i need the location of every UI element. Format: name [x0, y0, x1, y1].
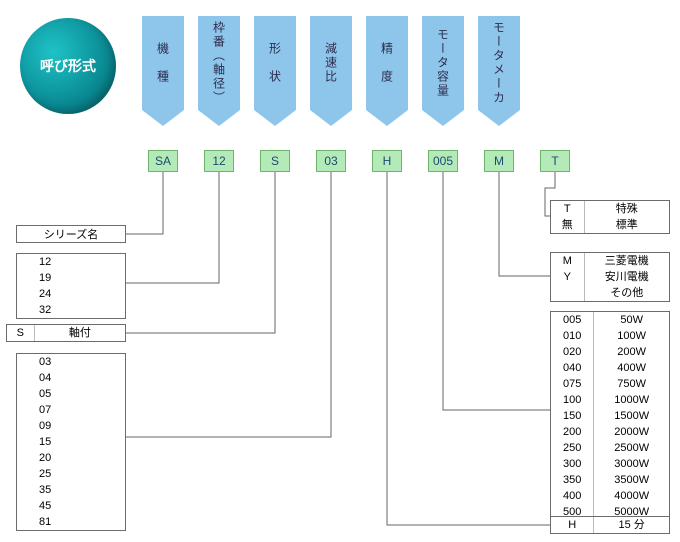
- table-code: T: [551, 201, 585, 217]
- header-arrow: 機 種: [142, 16, 184, 110]
- table-value: 2500W: [594, 440, 669, 456]
- table-value: 50W: [594, 312, 669, 328]
- list-item: 07: [17, 402, 125, 418]
- table-code: 400: [551, 488, 594, 504]
- table-code: [551, 285, 585, 301]
- table-code: 200: [551, 424, 594, 440]
- list-item: 03: [17, 354, 125, 370]
- code-box: M: [484, 150, 514, 172]
- maker-m-table: M三菱電機Y安川電機その他: [550, 252, 670, 302]
- list-item: 12: [17, 254, 125, 270]
- table-value: 100W: [594, 328, 669, 344]
- circle-label: 呼び形式: [40, 56, 96, 76]
- list-item: 24: [17, 286, 125, 302]
- table-value: 特殊: [585, 201, 669, 217]
- header-arrow-label: 形 状: [267, 42, 284, 84]
- shape-code: S: [7, 325, 35, 341]
- table-code: 150: [551, 408, 594, 424]
- series-label-box: シリーズ名: [16, 225, 126, 243]
- table-code: 100: [551, 392, 594, 408]
- table-code: 350: [551, 472, 594, 488]
- list-item: 32: [17, 302, 125, 318]
- list-item: 35: [17, 482, 125, 498]
- table-code: 040: [551, 360, 594, 376]
- table-value: 400W: [594, 360, 669, 376]
- header-arrow: 精 度: [366, 16, 408, 110]
- maker-t-table: T特殊無標準: [550, 200, 670, 234]
- precision-code: H: [551, 517, 594, 533]
- table-value: 1500W: [594, 408, 669, 424]
- list-item: 05: [17, 386, 125, 402]
- header-arrow: 形 状: [254, 16, 296, 110]
- header-arrow-label: モータメーカ: [491, 21, 508, 105]
- header-arrow-label: モータ容量: [435, 28, 452, 98]
- header-arrow: 減速比: [310, 16, 352, 110]
- header-arrow-label: 精 度: [379, 42, 396, 84]
- table-value: その他: [585, 285, 669, 301]
- header-arrow: 枠番（軸径）: [198, 16, 240, 110]
- wattage-table: 00550W010100W020200W040400W075750W100100…: [550, 311, 670, 521]
- list-item: 45: [17, 498, 125, 514]
- header-arrow-label: 減速比: [323, 42, 340, 84]
- table-value: 三菱電機: [585, 253, 669, 269]
- header-arrow-label: 枠番（軸径）: [211, 21, 228, 105]
- table-code: M: [551, 253, 585, 269]
- table-code: 075: [551, 376, 594, 392]
- code-box: 03: [316, 150, 346, 172]
- table-value: 3000W: [594, 456, 669, 472]
- table-value: 4000W: [594, 488, 669, 504]
- list-item: 20: [17, 450, 125, 466]
- shape-table: S 軸付: [6, 324, 126, 342]
- frame-number-list: 12192432: [16, 253, 126, 319]
- table-code: 005: [551, 312, 594, 328]
- table-value: 1000W: [594, 392, 669, 408]
- table-code: 010: [551, 328, 594, 344]
- table-value: 3500W: [594, 472, 669, 488]
- series-label: シリーズ名: [44, 226, 98, 242]
- list-item: 09: [17, 418, 125, 434]
- table-code: 250: [551, 440, 594, 456]
- table-code: Y: [551, 269, 585, 285]
- code-box: T: [540, 150, 570, 172]
- code-box: S: [260, 150, 290, 172]
- code-box: SA: [148, 150, 178, 172]
- list-item: 15: [17, 434, 125, 450]
- header-arrow: モータ容量: [422, 16, 464, 110]
- table-code: 020: [551, 344, 594, 360]
- list-item: 81: [17, 514, 125, 530]
- code-box: 005: [428, 150, 458, 172]
- ratio-list: 0304050709152025354581: [16, 353, 126, 531]
- table-value: 安川電機: [585, 269, 669, 285]
- shape-label: 軸付: [35, 325, 125, 341]
- table-code: 無: [551, 217, 585, 233]
- list-item: 19: [17, 270, 125, 286]
- list-item: 25: [17, 466, 125, 482]
- table-value: 標準: [585, 217, 669, 233]
- precision-value: 15 分: [594, 517, 669, 533]
- precision-table: H 15 分: [550, 516, 670, 534]
- header-arrow: モータメーカ: [478, 16, 520, 110]
- list-item: 04: [17, 370, 125, 386]
- table-value: 200W: [594, 344, 669, 360]
- code-box: 12: [204, 150, 234, 172]
- table-code: 300: [551, 456, 594, 472]
- table-value: 750W: [594, 376, 669, 392]
- table-value: 2000W: [594, 424, 669, 440]
- code-box: H: [372, 150, 402, 172]
- header-arrow-label: 機 種: [155, 42, 172, 84]
- naming-circle: 呼び形式: [20, 18, 116, 114]
